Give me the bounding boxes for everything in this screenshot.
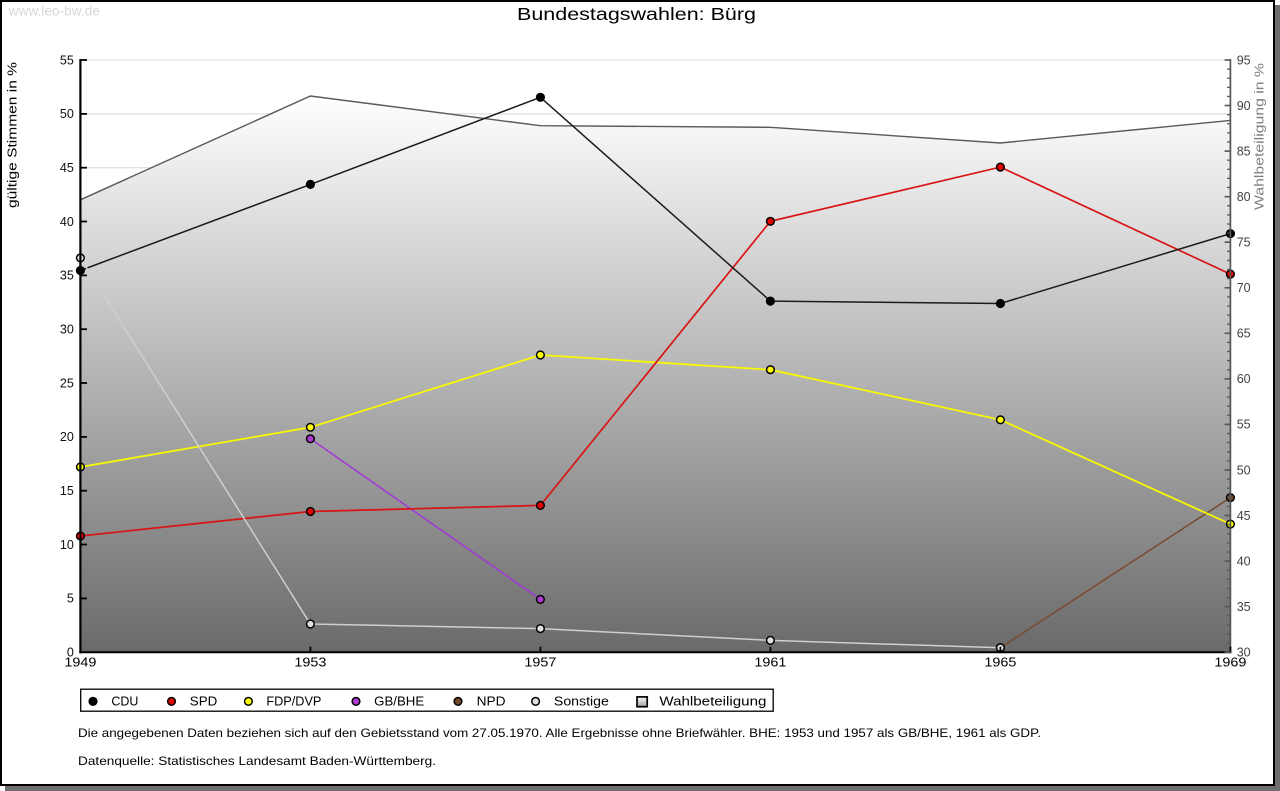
- svg-text:Datenquelle: Statistisches Lan: Datenquelle: Statistisches Landesamt Bad…: [78, 754, 436, 768]
- svg-text:1969: 1969: [1214, 656, 1246, 670]
- svg-text:50: 50: [60, 107, 74, 121]
- svg-text:1949: 1949: [64, 656, 96, 670]
- svg-text:40: 40: [1237, 554, 1251, 568]
- svg-text:20: 20: [60, 430, 74, 444]
- svg-text:1953: 1953: [294, 656, 326, 670]
- svg-text:45: 45: [1237, 509, 1251, 523]
- svg-text:FDP/DVP: FDP/DVP: [266, 694, 321, 709]
- svg-text:Wahlbeteiligung in %: Wahlbeteiligung in %: [1252, 62, 1267, 210]
- svg-text:30: 30: [1237, 646, 1251, 660]
- svg-text:1965: 1965: [984, 656, 1016, 670]
- svg-text:CDU: CDU: [111, 694, 138, 709]
- svg-text:5: 5: [67, 592, 74, 606]
- svg-text:90: 90: [1237, 99, 1251, 113]
- svg-text:80: 80: [1237, 190, 1251, 204]
- svg-text:www.leo-bw.de: www.leo-bw.de: [7, 4, 100, 19]
- svg-text:50: 50: [1237, 463, 1251, 477]
- svg-text:NPD: NPD: [477, 694, 506, 709]
- svg-text:95: 95: [1237, 53, 1251, 67]
- svg-text:Sonstige: Sonstige: [554, 694, 609, 709]
- svg-text:30: 30: [60, 323, 74, 337]
- svg-text:40: 40: [60, 215, 74, 229]
- svg-text:GB/BHE: GB/BHE: [374, 694, 424, 709]
- svg-text:75: 75: [1237, 236, 1251, 250]
- svg-text:55: 55: [60, 53, 74, 67]
- svg-text:25: 25: [60, 376, 74, 390]
- svg-text:35: 35: [60, 269, 74, 283]
- svg-text:85: 85: [1237, 144, 1251, 158]
- svg-text:1961: 1961: [754, 656, 786, 670]
- svg-text:0: 0: [67, 646, 74, 660]
- svg-text:Wahlbeteiligung: Wahlbeteiligung: [659, 694, 766, 709]
- svg-text:65: 65: [1237, 327, 1251, 341]
- svg-text:SPD: SPD: [190, 694, 218, 709]
- svg-text:55: 55: [1237, 418, 1251, 432]
- svg-text:15: 15: [60, 484, 74, 498]
- svg-text:60: 60: [1237, 372, 1251, 386]
- svg-text:1957: 1957: [524, 656, 556, 670]
- svg-text:10: 10: [60, 538, 74, 552]
- svg-text:Die angegebenen Daten beziehen: Die angegebenen Daten beziehen sich auf …: [78, 726, 1041, 740]
- svg-text:35: 35: [1237, 600, 1251, 614]
- svg-text:70: 70: [1237, 281, 1251, 295]
- svg-text:Bundestagswahlen: Bürg: Bundestagswahlen: Bürg: [517, 4, 756, 24]
- svg-text:gültige Stimmen in %: gültige Stimmen in %: [5, 61, 20, 208]
- svg-text:45: 45: [60, 161, 74, 175]
